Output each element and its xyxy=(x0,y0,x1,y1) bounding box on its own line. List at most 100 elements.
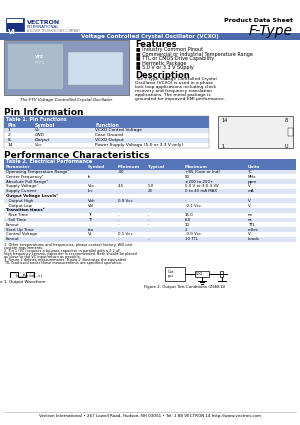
Text: Features: Features xyxy=(135,40,177,49)
Bar xyxy=(4,159,296,164)
Text: Supply Voltage¹: Supply Voltage¹ xyxy=(6,184,38,188)
Text: MHz: MHz xyxy=(248,175,256,179)
Text: Maximum: Maximum xyxy=(185,165,208,169)
Text: high frequency ceramic capacitor is recommended. Both should be placed: high frequency ceramic capacitor is reco… xyxy=(4,252,137,256)
Bar xyxy=(4,227,296,232)
Text: Performance Characteristics: Performance Characteristics xyxy=(4,150,149,159)
Text: -: - xyxy=(118,223,119,227)
Text: VCXO Control Voltage: VCXO Control Voltage xyxy=(95,128,142,132)
Text: -: - xyxy=(148,237,149,241)
Text: Function: Function xyxy=(95,122,119,128)
Text: INTERNATIONAL: INTERNATIONAL xyxy=(27,25,60,29)
Text: 1: 1 xyxy=(8,128,11,132)
Bar xyxy=(8,44,63,89)
Text: 50: 50 xyxy=(185,175,190,179)
Text: grounded for improved EMI performance.: grounded for improved EMI performance. xyxy=(135,97,225,101)
Text: Output High: Output High xyxy=(6,199,33,203)
Bar xyxy=(4,212,296,218)
Text: -: - xyxy=(185,199,187,203)
Text: Operating Temperature Range¹: Operating Temperature Range¹ xyxy=(6,170,69,174)
Text: -: - xyxy=(148,213,149,217)
Text: ns: ns xyxy=(248,213,253,217)
Text: Supply Current: Supply Current xyxy=(6,189,36,193)
Text: Output Voltage Levels⁴: Output Voltage Levels⁴ xyxy=(6,194,58,198)
Text: V: V xyxy=(248,232,251,236)
Text: Tf: Tf xyxy=(88,218,92,222)
Text: 3. Figure 1 defines measurements. Figure 2 illustrates the equivalent: 3. Figure 1 defines measurements. Figure… xyxy=(4,258,127,262)
Text: Table 2. Electrical Performance: Table 2. Electrical Performance xyxy=(6,159,92,164)
Text: ■ TTL or CMOS Drive Capability: ■ TTL or CMOS Drive Capability xyxy=(136,56,214,61)
Text: Fall Time: Fall Time xyxy=(6,218,26,222)
Text: Minimum: Minimum xyxy=(118,165,140,169)
Text: Symbol: Symbol xyxy=(35,122,55,128)
Text: Icc: Icc xyxy=(88,189,94,193)
Text: 14: 14 xyxy=(8,143,14,147)
Text: ■ Commercial or Industrial Temperature Range: ■ Commercial or Industrial Temperature R… xyxy=(136,51,253,57)
Text: recovery and frequency translation: recovery and frequency translation xyxy=(135,89,212,93)
Text: 5.0 V or 3.0-3.3V: 5.0 V or 3.0-3.3V xyxy=(185,184,219,188)
Text: Output: Output xyxy=(35,138,50,142)
Bar xyxy=(4,222,296,227)
Text: -: - xyxy=(118,237,119,241)
Text: Vcc: Vcc xyxy=(88,184,95,188)
Text: Fanout: Fanout xyxy=(6,237,20,241)
Text: ±200 to 200+: ±200 to 200+ xyxy=(185,180,213,184)
Text: A DOVER TECHNOLOGIES COMPANY: A DOVER TECHNOLOGIES COMPANY xyxy=(27,28,80,32)
Text: custom requirements.: custom requirements. xyxy=(4,246,43,250)
Text: VI: VI xyxy=(8,29,16,35)
Bar xyxy=(4,116,209,147)
Text: Vc: Vc xyxy=(88,232,93,236)
Bar xyxy=(4,203,296,208)
Text: Vc: Vc xyxy=(35,128,40,132)
Text: Oscillator (VCXO) is used in a phase: Oscillator (VCXO) is used in a phase xyxy=(135,81,213,85)
Text: Vol: Vol xyxy=(88,204,94,207)
Text: Pin Information: Pin Information xyxy=(4,108,83,117)
Bar xyxy=(4,164,296,170)
Bar xyxy=(218,116,293,148)
Bar xyxy=(4,218,296,222)
Text: 14: 14 xyxy=(221,118,227,123)
Text: -0.1 Vcc: -0.1 Vcc xyxy=(185,204,201,207)
Text: FTVCL: FTVCL xyxy=(35,61,46,65)
Text: F-Type: F-Type xyxy=(249,24,293,38)
Text: 20: 20 xyxy=(148,189,153,193)
Text: mSec: mSec xyxy=(248,228,259,232)
Text: Start Up Time: Start Up Time xyxy=(6,228,34,232)
Text: lock loop applications including clock: lock loop applications including clock xyxy=(135,85,216,89)
Text: GND: GND xyxy=(35,133,45,137)
Text: Typical: Typical xyxy=(148,165,164,169)
Text: Symbol: Symbol xyxy=(88,165,105,169)
Bar xyxy=(165,266,185,281)
Bar xyxy=(220,271,223,277)
Text: Units: Units xyxy=(248,165,260,169)
Bar xyxy=(4,138,209,142)
Text: Figure 2. Output Test Conditions (Z668 Ω): Figure 2. Output Test Conditions (Z668 Ω… xyxy=(144,285,226,289)
Text: Output Low: Output Low xyxy=(6,204,32,207)
Text: Table 1. Pin Functions: Table 1. Pin Functions xyxy=(6,116,67,122)
Text: -0.9 Vcc: -0.9 Vcc xyxy=(185,232,201,236)
Text: -: - xyxy=(148,223,149,227)
Text: tsu: tsu xyxy=(88,228,94,232)
Text: Pin: Pin xyxy=(8,122,17,128)
Bar xyxy=(4,40,129,95)
Text: VECTRON: VECTRON xyxy=(27,20,60,25)
Text: 5.0: 5.0 xyxy=(148,184,154,188)
Bar xyxy=(4,133,209,138)
Text: VTZ: VTZ xyxy=(35,55,44,59)
Bar xyxy=(0,33,300,40)
Text: -: - xyxy=(118,213,119,217)
Text: 6.0: 6.0 xyxy=(185,218,191,222)
Bar xyxy=(4,174,296,179)
Text: 10 TTL: 10 TTL xyxy=(185,237,198,241)
Bar xyxy=(68,52,123,85)
Text: ■ 5.0 V or 3.3 V Supply: ■ 5.0 V or 3.3 V Supply xyxy=(136,65,194,70)
Bar xyxy=(4,198,296,203)
Text: fc: fc xyxy=(88,175,92,179)
Text: 0.9 Vcc: 0.9 Vcc xyxy=(118,199,133,203)
Bar xyxy=(288,128,293,136)
Text: 2: 2 xyxy=(8,133,11,137)
Bar xyxy=(4,116,209,122)
Text: 50Ω: 50Ω xyxy=(196,272,203,276)
Bar xyxy=(4,193,296,198)
Text: Fanout: Fanout xyxy=(6,223,20,227)
